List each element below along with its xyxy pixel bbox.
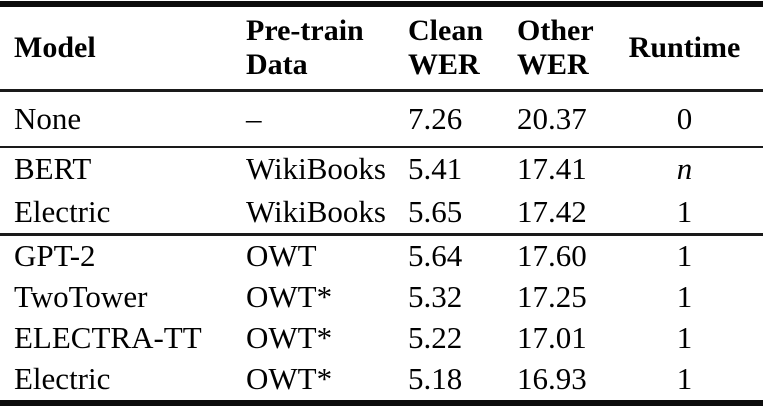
cell-clean-wer: 5.32 [408, 279, 463, 314]
cell-pretrain-data: WikiBooks [246, 151, 386, 187]
header-pretrain-line2: Data [246, 48, 308, 81]
table-section-wikibooks: BERT WikiBooks 5.41 17.41 n Electric Wik… [0, 148, 763, 233]
table-mid-rule-1 [0, 145, 763, 148]
table-header-rule [0, 89, 763, 92]
table-mid-rule-2 [0, 233, 763, 236]
table-section-owt: GPT-2 OWT 5.64 17.60 1 TwoTower OWT* 5.3… [0, 236, 763, 400]
cell-model: Electric [14, 361, 111, 396]
cell-other-wer: 17.60 [517, 238, 587, 273]
cell-other-wer: 17.42 [517, 193, 587, 229]
cell-model: None [14, 100, 82, 136]
header-clean-line1: Clean [408, 14, 483, 47]
table-top-rule [0, 1, 763, 7]
table-row-none: None – 7.26 20.37 0 [0, 92, 763, 146]
table-row-twotower: TwoTower OWT* 5.32 17.25 1 [0, 277, 763, 318]
cell-pretrain-data: OWT* [246, 279, 333, 314]
header-runtime: Runtime [628, 31, 741, 64]
cell-pretrain-data: OWT* [246, 320, 333, 355]
cell-runtime: n [676, 151, 693, 187]
cell-model: ELECTRA-TT [14, 320, 202, 355]
header-pretrain-line1: Pre-train [246, 14, 364, 47]
header-other-wer: Other WER [517, 14, 620, 82]
cell-runtime: 1 [676, 279, 693, 314]
cell-clean-wer: 5.64 [408, 238, 463, 273]
header-other-line2: WER [517, 48, 589, 81]
header-clean-line2: WER [408, 48, 480, 81]
cell-runtime: 1 [676, 320, 693, 355]
cell-clean-wer: 7.26 [408, 100, 463, 136]
cell-clean-wer: 5.65 [408, 193, 463, 229]
cell-pretrain-data: OWT [246, 238, 317, 273]
cell-model: TwoTower [14, 279, 148, 314]
table-header-row: Model Pre-train Data Clean WER Other WER… [0, 7, 763, 89]
cell-runtime: 0 [676, 100, 693, 136]
cell-runtime: 1 [676, 238, 693, 273]
header-clean-wer: Clean WER [408, 14, 517, 82]
cell-clean-wer: 5.22 [408, 320, 463, 355]
cell-model: BERT [14, 151, 92, 187]
cell-pretrain-data: OWT* [246, 361, 333, 396]
cell-other-wer: 17.25 [517, 279, 587, 314]
table-row-electric-owt: Electric OWT* 5.18 16.93 1 [0, 359, 763, 400]
header-other-line1: Other [517, 14, 594, 47]
cell-other-wer: 17.41 [517, 151, 587, 187]
cell-other-wer: 20.37 [517, 100, 587, 136]
cell-other-wer: 16.93 [517, 361, 587, 396]
cell-pretrain-data: WikiBooks [246, 193, 386, 229]
table-row-electra-tt: ELECTRA-TT OWT* 5.22 17.01 1 [0, 318, 763, 359]
table-bottom-rule [0, 399, 763, 406]
header-pretrain-data: Pre-train Data [246, 14, 408, 82]
cell-other-wer: 17.01 [517, 320, 587, 355]
cell-clean-wer: 5.41 [408, 151, 463, 187]
cell-model: GPT-2 [14, 238, 96, 273]
table-section-baseline: None – 7.26 20.37 0 [0, 92, 763, 146]
table-row-gpt2: GPT-2 OWT 5.64 17.60 1 [0, 236, 763, 277]
header-model: Model [14, 31, 96, 64]
cell-pretrain-data: – [246, 100, 262, 136]
table-row-bert: BERT WikiBooks 5.41 17.41 n [0, 148, 763, 191]
cell-model: Electric [14, 193, 111, 229]
cell-runtime: 1 [676, 193, 693, 229]
cell-runtime: 1 [676, 361, 693, 396]
cell-clean-wer: 5.18 [408, 361, 463, 396]
table-row-electric-wikibooks: Electric WikiBooks 5.65 17.42 1 [0, 191, 763, 234]
